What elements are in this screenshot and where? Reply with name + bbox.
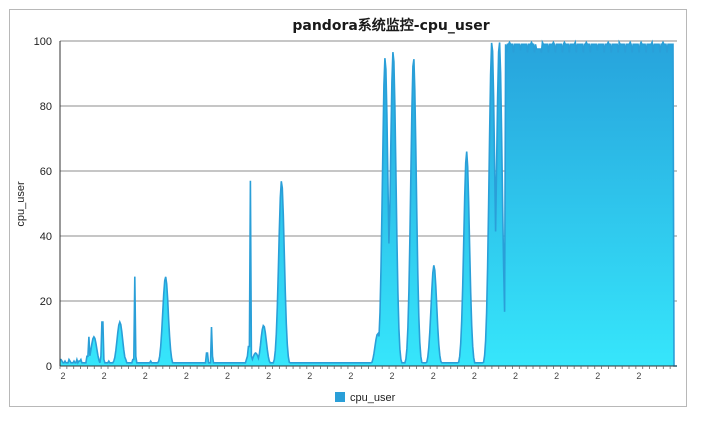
x-tick-label: 2 (554, 371, 559, 381)
y-tick-label-100: 100 (34, 36, 52, 48)
x-tick-label: 2 (307, 371, 312, 381)
series-area-cpu-user (60, 42, 677, 367)
y-axis-label: cpu_user (15, 181, 27, 227)
x-tick-label: 2 (513, 371, 518, 381)
y-tick-label-0: 0 (46, 361, 52, 373)
x-tick-label: 2 (595, 371, 600, 381)
x-tick-label: 2 (636, 371, 641, 381)
x-tick-label: 2 (266, 371, 271, 381)
x-tick-label: 2 (225, 371, 230, 381)
series-line-cpu-user (60, 39, 677, 367)
chart-title: pandora系统监控-cpu_user (292, 17, 489, 34)
y-tick-label-80: 80 (40, 101, 52, 113)
x-tick-label: 2 (431, 371, 436, 381)
legend[interactable]: cpu_user (335, 392, 396, 404)
y-axis-ticks: 0 20 40 60 80 100 (34, 36, 52, 373)
x-axis-ticks: 2 2 2 2 2 2 2 2 2 2 2 2 2 2 2 (59, 366, 671, 381)
x-tick-label: 2 (102, 371, 107, 381)
y-tick-label-20: 20 (40, 296, 52, 308)
x-tick-label: 2 (184, 371, 189, 381)
y-tick-label-60: 60 (40, 166, 52, 178)
y-tick-label-40: 40 (40, 231, 52, 243)
legend-label-cpu-user: cpu_user (350, 392, 396, 404)
x-tick-label: 2 (60, 371, 65, 381)
series-layer (60, 39, 677, 367)
x-tick-label: 2 (390, 371, 395, 381)
x-tick-label: 2 (143, 371, 148, 381)
legend-swatch-cpu-user (335, 392, 345, 402)
x-tick-label: 2 (348, 371, 353, 381)
x-tick-label: 2 (472, 371, 477, 381)
